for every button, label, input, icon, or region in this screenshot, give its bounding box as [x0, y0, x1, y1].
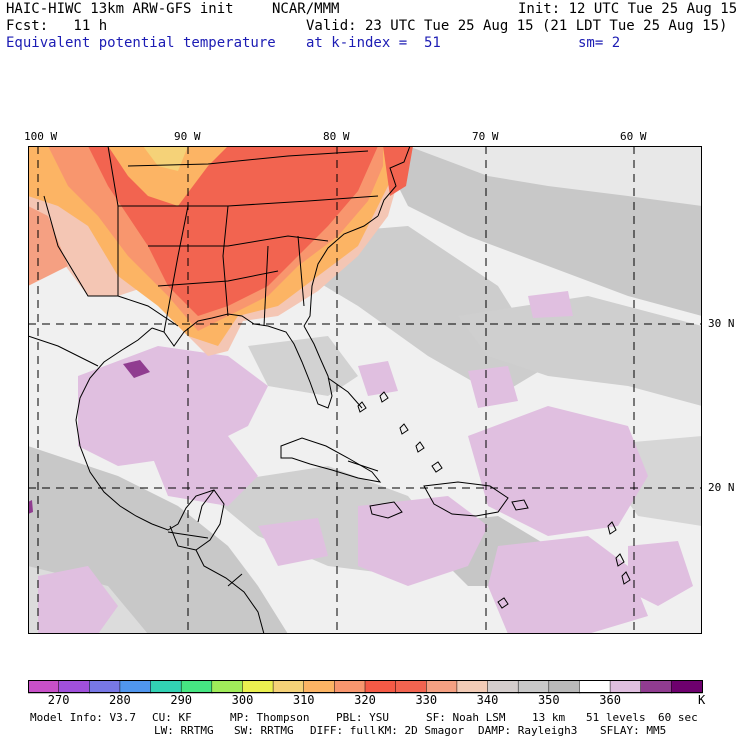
- footer-damp: DAMP: Rayleigh3: [478, 724, 578, 737]
- dark-purple-edge: [28, 500, 33, 514]
- colorbar-label: 310: [292, 693, 315, 707]
- footer-timestep: 60 sec: [658, 711, 698, 724]
- state-borders: [107, 146, 379, 333]
- colorbar-cell: [28, 680, 60, 694]
- lon-label-90w: 90 W: [174, 130, 201, 143]
- colorbar-cell: [671, 680, 703, 694]
- colorbar-cell: [334, 680, 366, 694]
- colorbar-label: 340: [476, 693, 499, 707]
- colorbar-cell: [364, 680, 397, 694]
- footer-pbl: PBL: YSU: [336, 711, 389, 724]
- colorbar-cell: [456, 680, 489, 694]
- colorbar-cell: [487, 680, 519, 694]
- colorbar-cell: [58, 680, 91, 694]
- colorbar-cell: [517, 680, 550, 694]
- lat-lon-grid: [28, 146, 702, 634]
- footer-model-info: Model Info: V3.7: [30, 711, 136, 724]
- colorbar-label: 320: [354, 693, 376, 707]
- colorbar-label: 360: [599, 693, 621, 707]
- institution-label: NCAR/MMM: [272, 1, 340, 17]
- colorbar-cell: [395, 680, 428, 694]
- colorbar-cell: [119, 680, 152, 694]
- colorbar-cell: [609, 680, 642, 694]
- lon-label-70w: 70 W: [472, 130, 499, 143]
- footer-km: KM: 2D Smagor: [378, 724, 465, 737]
- colorbar-cell: [579, 680, 611, 694]
- valid-time: Valid: 23 UTC Tue 25 Aug 15 (21 LDT Tue …: [306, 18, 728, 34]
- dark-purple-spot: [123, 360, 150, 378]
- colorbar-cell: [303, 680, 336, 694]
- footer-diff: DIFF: full: [310, 724, 377, 737]
- islands: [357, 391, 631, 609]
- footer-sf: SF: Noah LSM: [426, 711, 506, 724]
- colorbar-cell: [150, 680, 182, 694]
- lon-label-100w: 100 W: [24, 130, 58, 143]
- colorbar-cell: [211, 680, 244, 694]
- smoothing-label: sm= 2: [578, 35, 621, 51]
- forecast-hour: Fcst: 11 h: [6, 18, 108, 34]
- footer-cu: CU: KF: [152, 711, 192, 724]
- footer-levels: 51 levels: [586, 711, 646, 724]
- footer-sw: SW: RRTMG: [234, 724, 294, 737]
- init-time: Init: 12 UTC Tue 25 Aug 15: [518, 1, 738, 17]
- colorbar-label: 290: [170, 693, 193, 707]
- lon-label-80w: 80 W: [323, 130, 350, 143]
- colorbar-cell: [89, 680, 121, 694]
- footer-sflay: SFLAY: MM5: [600, 724, 667, 737]
- level-label: at k-index = 51: [306, 35, 441, 51]
- colorbar-unit: K: [698, 693, 706, 707]
- map-frame: [28, 146, 702, 634]
- purple-shading: [38, 291, 693, 634]
- footer-mp: MP: Thompson: [230, 711, 310, 724]
- colorbar-cell: [548, 680, 581, 694]
- colorbar-label: 330: [415, 693, 438, 707]
- lat-label-20n: 20 N: [708, 481, 735, 494]
- field-name: Equivalent potential temperature: [6, 35, 276, 51]
- colorbar-label: 270: [47, 693, 70, 707]
- footer-resolution: 13 km: [532, 711, 566, 724]
- colorbar-cell: [426, 680, 458, 694]
- model-title: HAIC-HIWC 13km ARW-GFS init: [6, 1, 234, 17]
- colorbar-label: 350: [537, 693, 560, 707]
- lon-label-60w: 60 W: [620, 130, 647, 143]
- colorbar-cell: [640, 680, 673, 694]
- colorbar-cell: [242, 680, 274, 694]
- colorbar-label: 280: [109, 693, 131, 707]
- footer-lw: LW: RRTMG: [154, 724, 214, 737]
- lat-label-30n: 30 N: [708, 317, 735, 330]
- colorbar-cell: [180, 680, 213, 694]
- colorbar-label: 300: [231, 693, 254, 707]
- coastlines: [28, 146, 529, 634]
- colorbar: [28, 680, 703, 694]
- theta-e-map: [28, 146, 702, 634]
- colorbar-cell: [272, 680, 305, 694]
